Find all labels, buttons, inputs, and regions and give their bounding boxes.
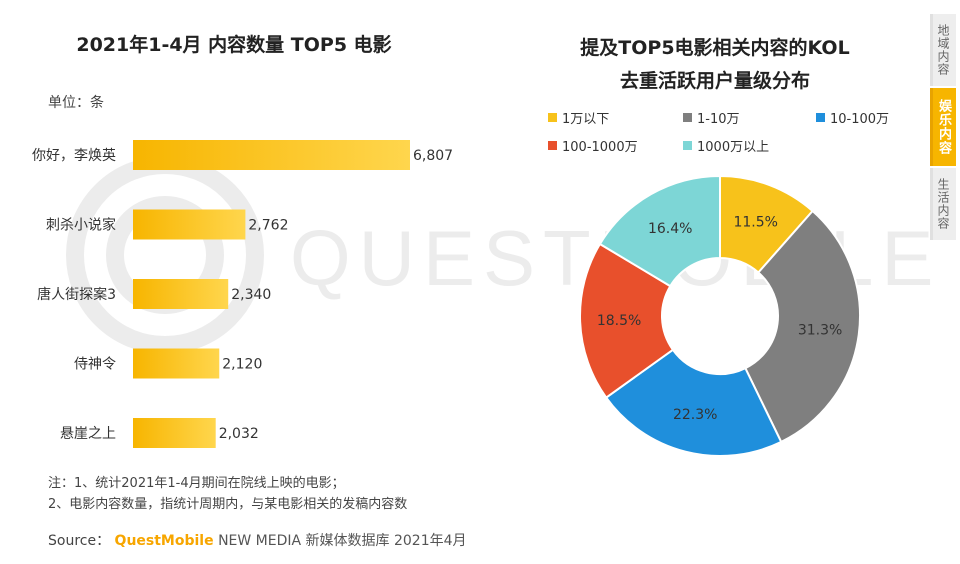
donut-slice-label: 16.4%	[648, 221, 692, 237]
legend-item: 100-1000万	[548, 136, 638, 155]
donut-slice-label: 11.5%	[733, 215, 777, 231]
donut-title-line-2: 去重活跃用户量级分布	[619, 70, 810, 92]
donut-chart: 11.5% 31.3% 22.3% 18.5% 16.4%	[579, 174, 861, 457]
bar-value-label: 2,120	[222, 357, 262, 373]
bar	[133, 279, 229, 309]
bar-category-label: 侍神令	[74, 357, 116, 373]
donut-title-line-1: 提及TOP5电影相关内容的KOL	[580, 37, 850, 59]
legend-swatch	[683, 113, 692, 122]
bar-chart: 你好，李焕英 6,807 刺杀小说家 2,762 唐人街探案3 2,340 侍神令 2,120…	[32, 140, 453, 448]
donut-chart-title: 提及TOP5电影相关内容的KOL 去重活跃用户量级分布	[548, 32, 882, 98]
side-tab-bar: 地域内容 娱乐内容 生活内容	[930, 14, 956, 242]
bar-value-label: 6,807	[413, 148, 453, 164]
legend-swatch	[816, 113, 825, 122]
bar-category-label: 唐人街探案3	[37, 286, 116, 303]
bar-value-label: 2,762	[248, 218, 288, 234]
tab-entertainment-content[interactable]: 娱乐内容	[930, 88, 956, 166]
bar-category-label: 刺杀小说家	[46, 217, 116, 234]
footnotes: 注：1、统计2021年1-4月期间在院线上映的电影； 2、电影内容数量，指统计周…	[48, 473, 407, 515]
legend-label: 100-1000万	[562, 140, 638, 155]
donut-slice-label: 18.5%	[597, 313, 641, 329]
footnote-2: 2、电影内容数量，指统计周期内，与某电影相关的发稿内容数	[48, 497, 408, 512]
bar-chart-title: 2021年1-4月 内容数量 TOP5 电影	[76, 34, 392, 56]
donut-slice	[598, 174, 721, 288]
source-line: Source： QuestMobile NEW MEDIA 新媒体数据库 202…	[48, 530, 467, 550]
source-detail: NEW MEDIA 新媒体数据库 2021年4月	[218, 533, 467, 549]
legend-item: 1万以下	[548, 108, 609, 127]
tab-regional-content[interactable]: 地域内容	[930, 14, 956, 86]
bar-value-label: 2,340	[231, 287, 271, 303]
donut-slice	[579, 242, 675, 399]
legend-label: 1000万以上	[697, 140, 770, 155]
donut-slice	[744, 209, 861, 444]
bar	[133, 140, 410, 170]
donut-slice	[604, 348, 783, 457]
bar	[133, 348, 220, 379]
legend-swatch	[548, 113, 557, 122]
tab-lifestyle-content[interactable]: 生活内容	[930, 168, 956, 240]
unit-label: 单位：条	[48, 95, 104, 111]
donut-slice-label: 22.3%	[673, 407, 717, 423]
bar	[133, 209, 246, 240]
bar	[133, 418, 216, 448]
source-brand: QuestMobile	[114, 533, 214, 549]
bar-category-label: 你好，李焕英	[32, 147, 116, 164]
legend-label: 10-100万	[830, 112, 890, 127]
legend-swatch	[683, 141, 692, 150]
legend-swatch	[548, 141, 557, 150]
bar-value-label: 2,032	[219, 426, 259, 442]
footnote-1: 注：1、统计2021年1-4月期间在院线上映的电影；	[48, 476, 345, 491]
legend-item: 1000万以上	[683, 136, 769, 155]
legend-item: 10-100万	[816, 108, 889, 127]
bar-category-label: 悬崖之上	[60, 426, 116, 442]
legend-item: 1-10万	[683, 108, 740, 127]
legend-label: 1万以下	[562, 112, 610, 127]
donut-slice-label: 31.3%	[798, 323, 842, 339]
source-prefix: Source：	[48, 533, 111, 549]
legend-label: 1-10万	[697, 112, 740, 127]
